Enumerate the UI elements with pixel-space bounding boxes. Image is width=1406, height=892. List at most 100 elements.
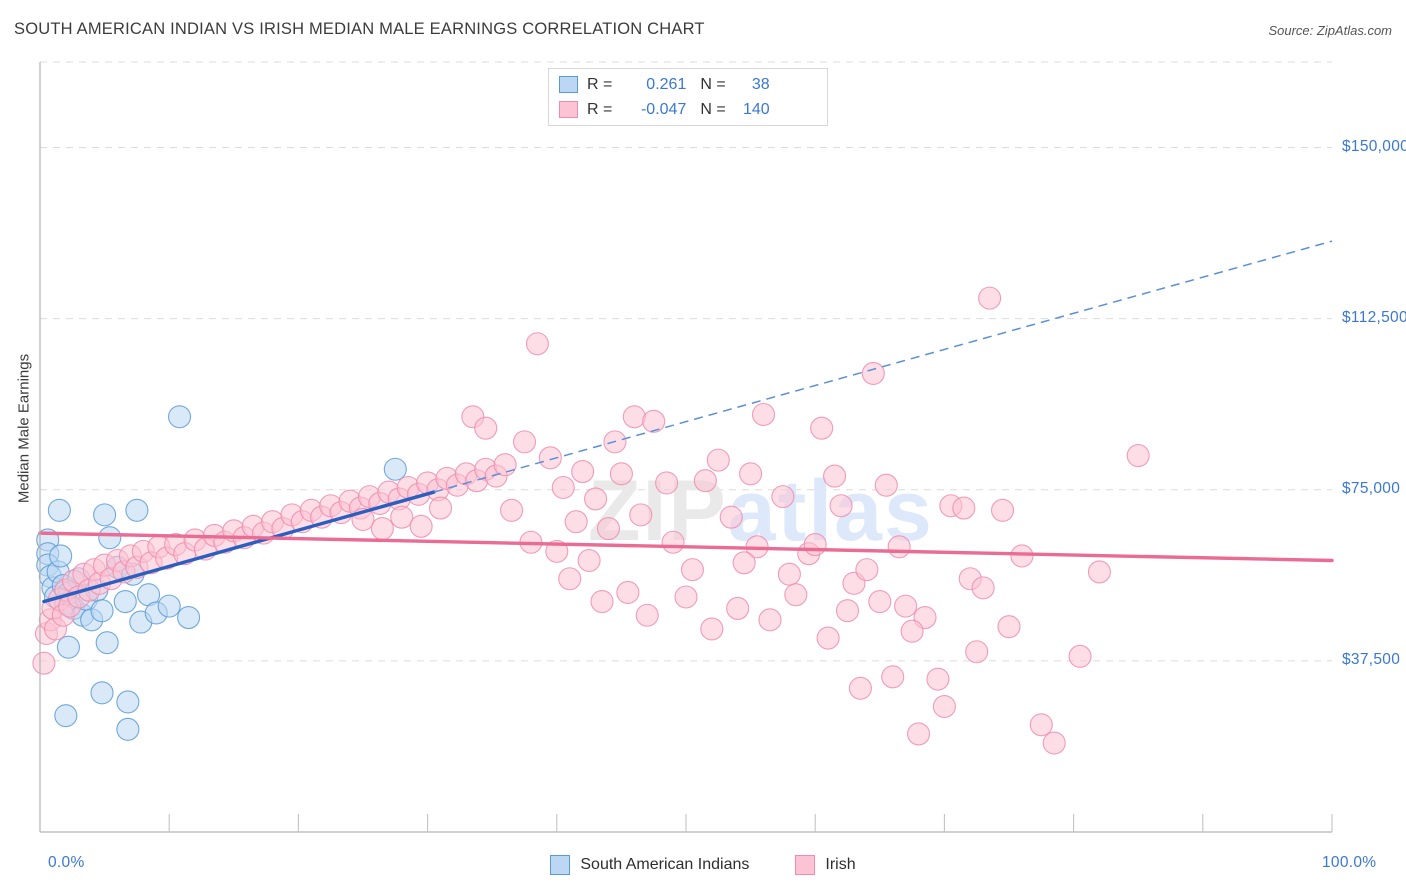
trendlines-layer	[38, 240, 1334, 604]
legend-swatch-icon	[559, 101, 578, 118]
data-point	[965, 640, 989, 664]
data-point	[894, 594, 918, 618]
legend-swatch-icon	[550, 855, 571, 875]
data-point	[47, 498, 71, 522]
data-point	[816, 626, 840, 650]
data-point	[971, 576, 995, 600]
data-point	[49, 544, 73, 568]
data-point	[810, 416, 834, 440]
r-label: R =	[587, 100, 613, 118]
data-point	[90, 599, 114, 623]
data-point	[551, 475, 575, 500]
data-point	[635, 603, 659, 627]
data-point	[848, 676, 872, 700]
data-point	[784, 583, 808, 607]
data-point	[584, 487, 608, 511]
data-point	[538, 446, 562, 470]
data-point	[590, 590, 614, 614]
series-legend-item[interactable]: South American Indians	[550, 855, 749, 875]
series-legend: South American Indians Irish	[0, 848, 1406, 882]
data-point	[758, 608, 782, 632]
r-label: R =	[587, 75, 613, 93]
data-point	[609, 462, 633, 486]
data-point	[997, 615, 1021, 639]
plot-area: ZIPatlas	[32, 61, 1334, 833]
x-axis-label-max: 100.0%	[1322, 854, 1377, 871]
series-legend-label: Irish	[825, 856, 856, 873]
data-point	[54, 704, 78, 728]
data-point	[564, 510, 588, 534]
data-point	[596, 517, 621, 541]
y-axis-tick-label: $75,000	[1342, 479, 1401, 497]
data-point	[868, 590, 892, 614]
data-point	[409, 514, 433, 538]
data-point	[525, 332, 549, 356]
data-point	[1029, 713, 1053, 737]
data-point	[616, 580, 640, 604]
data-point	[835, 599, 860, 623]
data-point	[907, 722, 931, 746]
data-point	[125, 498, 149, 522]
data-point	[32, 651, 56, 675]
trendline-irish	[38, 531, 1334, 563]
r-value: -0.047	[640, 100, 687, 118]
data-point	[680, 558, 705, 582]
data-point	[1068, 644, 1092, 668]
legend-swatch-icon	[795, 855, 816, 875]
data-point	[732, 551, 756, 575]
legend-swatch-icon	[559, 76, 578, 93]
y-axis-tick-label: $150,000	[1342, 137, 1406, 155]
source-attribution: Source: ZipAtlas.com	[1268, 23, 1392, 38]
data-point	[1042, 731, 1066, 755]
data-point	[571, 459, 595, 484]
data-point	[706, 448, 730, 472]
data-point	[642, 409, 666, 433]
x-axis-label-min: 0.0%	[48, 854, 85, 871]
data-point	[500, 498, 524, 522]
n-value: 38	[751, 75, 770, 93]
data-point	[428, 496, 453, 520]
data-point	[157, 594, 181, 618]
y-axis-tick-label: $37,500	[1342, 650, 1401, 668]
data-point	[693, 469, 717, 493]
data-point	[1010, 544, 1034, 568]
series-legend-item[interactable]: Irish	[795, 855, 856, 875]
trendline-projection-south-american-indians	[433, 240, 1333, 493]
data-point	[674, 585, 698, 609]
correlation-legend: R = 0.261 N = 38 R = -0.047 N = 140	[548, 68, 828, 126]
data-point	[116, 690, 140, 714]
trendline-south-american-indians	[42, 490, 436, 604]
data-point	[829, 494, 853, 518]
data-point	[1126, 444, 1150, 468]
data-point	[167, 405, 192, 429]
data-point	[726, 596, 750, 620]
n-value: 140	[742, 100, 770, 118]
data-point	[577, 548, 601, 573]
data-point	[700, 617, 724, 641]
data-point	[558, 567, 582, 591]
series-legend-label: South American Indians	[580, 856, 750, 873]
data-point	[177, 605, 201, 630]
r-value: 0.261	[646, 75, 687, 93]
y-axis-tick-label: $112,500	[1342, 308, 1406, 326]
data-point	[95, 631, 119, 655]
data-point	[629, 503, 653, 527]
data-point	[990, 498, 1015, 522]
data-point	[1087, 560, 1111, 584]
n-label: N =	[700, 100, 726, 118]
page-title: SOUTH AMERICAN INDIAN VS IRISH MEDIAN MA…	[14, 20, 705, 38]
data-point	[116, 717, 140, 741]
data-point	[823, 464, 847, 488]
data-point	[56, 635, 80, 659]
data-point	[926, 667, 950, 691]
y-axis-title: Median Male Earnings	[15, 353, 33, 504]
data-point	[113, 590, 137, 614]
axes-layer	[39, 62, 1333, 833]
data-point	[861, 361, 885, 385]
data-point	[739, 462, 763, 486]
correlation-legend-row: R = -0.047 N = 140	[559, 97, 817, 122]
data-point	[719, 505, 743, 529]
data-point	[952, 496, 976, 520]
data-point	[900, 619, 924, 643]
